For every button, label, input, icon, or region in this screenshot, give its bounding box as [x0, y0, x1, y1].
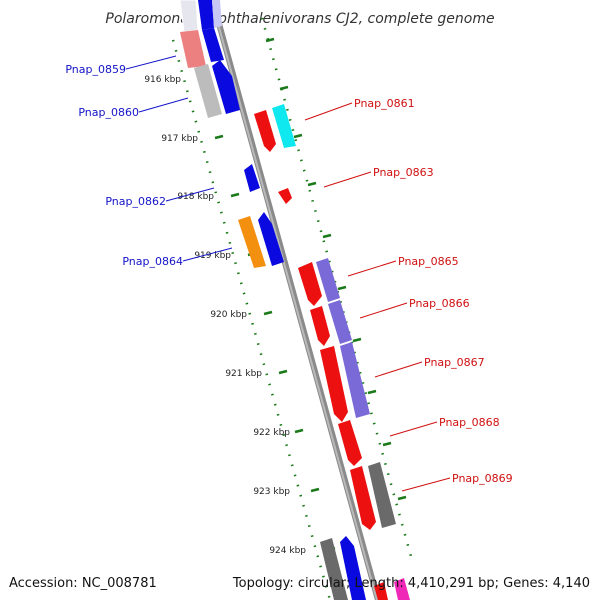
gene-block-0861-cyan — [272, 104, 296, 148]
gene-block-0869-gray — [368, 462, 396, 528]
gene-label-left-1[interactable]: Pnap_0860 — [78, 106, 139, 119]
kbp-label-0: 916 kbp — [144, 75, 181, 85]
inner-major-tick-5 — [278, 369, 288, 375]
gene-label-right-3[interactable]: Pnap_0866 — [409, 297, 470, 310]
gene-block-0862-blue — [244, 164, 260, 192]
outer-major-tick-9 — [397, 495, 407, 501]
leader-line-left-2 — [165, 187, 215, 202]
outer-major-tick-1 — [279, 85, 289, 91]
gene-block-bottom-red — [374, 582, 388, 600]
kbp-label-3: 919 kbp — [194, 251, 231, 261]
gene-blocks — [179, 0, 410, 600]
gene-block-0863-red — [278, 188, 292, 204]
outer-major-tick-6 — [352, 337, 362, 343]
outer-major-tick-7 — [367, 389, 377, 395]
gene-block-0864-orange — [238, 216, 266, 268]
kbp-label-1: 917 kbp — [161, 134, 198, 144]
gene-block-0865-red — [298, 262, 322, 306]
gene-label-right-6[interactable]: Pnap_0869 — [452, 472, 513, 485]
accession-text: Accession: NC_008781 — [9, 576, 157, 591]
gene-block-0865-purple — [316, 258, 340, 302]
gene-block-top-white — [179, 0, 199, 33]
kbp-label-8: 924 kbp — [269, 546, 306, 556]
gene-block-0869-red — [350, 466, 376, 530]
leader-line-right-6 — [401, 477, 451, 492]
gene-label-right-0[interactable]: Pnap_0861 — [354, 97, 415, 110]
inner-tick-track — [171, 39, 332, 600]
leader-line-right-4 — [374, 361, 423, 378]
kbp-label-7: 923 kbp — [253, 487, 290, 497]
outer-major-tick-3 — [307, 181, 317, 187]
gene-block-0867-purple — [340, 342, 370, 418]
leader-line-right-3 — [359, 302, 408, 319]
kbp-labels: 916 kbp 917 kbp 918 kbp 919 kbp 920 kbp 921 k… — [144, 75, 306, 556]
leader-line-right-0 — [304, 102, 353, 121]
gene-label-right-1[interactable]: Pnap_0863 — [373, 166, 434, 179]
kbp-label-2: 918 kbp — [177, 192, 214, 202]
gene-block-top-light — [212, 0, 222, 28]
kbp-label-6: 922 kbp — [253, 428, 290, 438]
leader-line-left-0 — [125, 55, 177, 70]
gene-label-right-5[interactable]: Pnap_0868 — [439, 416, 500, 429]
outer-major-tick-8 — [382, 441, 392, 447]
gene-label-right-2[interactable]: Pnap_0865 — [398, 255, 459, 268]
gene-block-0859-blue — [202, 28, 224, 62]
diagram-title: Polaromonas naphthalenivorans CJ2, compl… — [105, 11, 494, 27]
inner-major-tick-7 — [310, 487, 320, 493]
outer-major-tick-5 — [337, 285, 347, 291]
gene-block-bottom-pink — [394, 578, 410, 600]
gene-block-0861-red — [254, 110, 276, 152]
gene-block-0864-blue — [258, 212, 284, 266]
gene-block-bottom-gray — [320, 538, 348, 600]
outer-major-tick-2 — [293, 133, 303, 139]
gene-label-right-4[interactable]: Pnap_0867 — [424, 356, 485, 369]
leader-line-right-1 — [323, 171, 372, 188]
outer-major-tick-4 — [322, 233, 332, 239]
gene-block-bottom-blue — [340, 536, 366, 600]
leader-line-right-2 — [347, 260, 397, 277]
major-ticks — [197, 37, 407, 552]
leader-line-right-5 — [389, 421, 438, 437]
inner-major-tick-1 — [214, 134, 224, 140]
leader-line-left-1 — [138, 97, 189, 113]
genome-backbone-highlight — [216, 19, 378, 600]
gene-block-0866-purple — [328, 300, 352, 344]
inner-major-tick-4 — [263, 310, 273, 316]
gene-label-left-2[interactable]: Pnap_0862 — [105, 195, 166, 208]
gene-block-0860-gray — [194, 64, 222, 118]
inner-major-tick-6 — [294, 428, 304, 434]
gene-label-left-3[interactable]: Pnap_0864 — [122, 255, 183, 268]
gene-block-0866-red — [310, 306, 330, 346]
leader-line-left-3 — [182, 247, 233, 262]
gene-block-0867-red — [320, 346, 348, 422]
gene-block-top-blue — [198, 0, 214, 30]
kbp-label-4: 920 kbp — [210, 310, 247, 320]
gene-block-0868-red — [338, 420, 362, 466]
gene-block-0859-pink — [180, 30, 206, 68]
kbp-label-5: 921 kbp — [225, 369, 262, 379]
topology-text: Topology: circular; Length: 4,410,291 bp… — [232, 576, 590, 591]
gene-label-left-0[interactable]: Pnap_0859 — [65, 63, 126, 76]
inner-major-tick-2 — [230, 192, 240, 198]
gene-block-0860-blue — [212, 60, 240, 114]
gene-labels: Pnap_0859 Pnap_0860 Pnap_0862 Pnap_0864 Pnap… — [65, 55, 513, 492]
outer-major-tick-0 — [265, 37, 275, 43]
